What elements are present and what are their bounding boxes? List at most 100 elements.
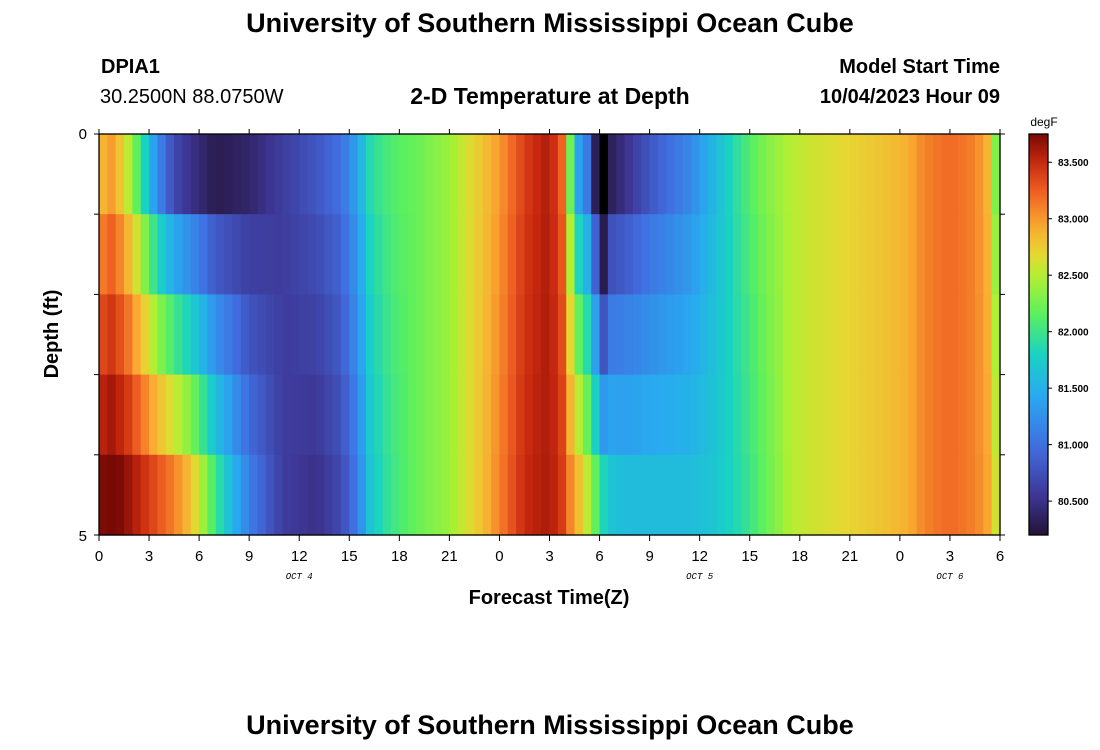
- heatmap-cell: [624, 454, 634, 536]
- heatmap-cell: [382, 214, 392, 295]
- heatmap-cell: [883, 374, 893, 456]
- heatmap-cell: [824, 214, 834, 295]
- colorbar-tick-label: 83.500: [1058, 158, 1089, 169]
- heatmap-cell: [908, 294, 918, 376]
- heatmap-cell: [741, 374, 751, 456]
- heatmap-cell: [324, 134, 334, 215]
- heatmap-cell: [115, 374, 125, 456]
- heatmap-cell: [949, 454, 959, 536]
- heatmap-cell: [958, 214, 968, 295]
- heatmap-cell: [833, 294, 843, 376]
- y-axis-label: Depth (ft): [41, 290, 63, 379]
- heatmap-cell: [607, 134, 617, 215]
- heatmap-cell: [691, 454, 701, 536]
- heatmap-cell: [791, 374, 801, 456]
- heatmap-cell: [541, 374, 551, 456]
- heatmap-cell: [841, 134, 851, 215]
- heatmap-cell: [941, 374, 951, 456]
- heatmap-cell: [449, 294, 459, 376]
- heatmap-cell: [833, 454, 843, 536]
- heatmap-cell: [949, 294, 959, 376]
- heatmap-cell: [774, 214, 784, 295]
- heatmap-cell: [149, 294, 158, 376]
- heatmap-cell: [315, 454, 325, 536]
- heatmap-cell: [282, 294, 292, 376]
- model-start-value: 10/04/2023 Hour 09: [819, 86, 1000, 108]
- heatmap-cell: [190, 294, 200, 376]
- heatmap-cell: [507, 214, 517, 295]
- heatmap-cell: [566, 454, 576, 536]
- heatmap-cell: [966, 374, 976, 456]
- heatmap-cell: [357, 294, 367, 376]
- heatmap-cell: [941, 454, 951, 536]
- heatmap-cell: [424, 214, 434, 295]
- heatmap-cell: [741, 454, 751, 536]
- heatmap-cell: [282, 454, 292, 536]
- colorbar-scale: [1028, 133, 1049, 536]
- heatmap-cell: [140, 134, 150, 215]
- heatmap-cell: [582, 454, 592, 536]
- heatmap-cell: [674, 214, 684, 295]
- heatmap-cell: [966, 454, 976, 536]
- heatmap-cell: [691, 374, 701, 456]
- heatmap-cell: [816, 294, 826, 376]
- heatmap-cell: [207, 454, 217, 536]
- heatmap-cell: [441, 374, 450, 456]
- heatmap-cell: [974, 134, 984, 215]
- heatmap-cell: [274, 454, 284, 536]
- heatmap-cell: [407, 374, 417, 456]
- heatmap-cell: [132, 214, 142, 295]
- heatmap-cell: [140, 214, 150, 295]
- heatmap-cell: [516, 454, 526, 536]
- colorbar-unit: degF: [1030, 115, 1057, 129]
- heatmap-cell: [883, 454, 893, 536]
- heatmap-cell: [958, 454, 968, 536]
- heatmap-cell: [466, 454, 476, 536]
- heatmap-cell: [516, 134, 526, 215]
- heatmap-cell: [240, 454, 250, 536]
- heatmap-cell: [574, 454, 584, 536]
- heatmap-cell: [516, 294, 526, 376]
- heatmap-cell: [157, 134, 167, 215]
- heatmap-cell: [891, 134, 901, 215]
- heatmap-cell: [499, 214, 509, 295]
- heatmap-cell: [674, 374, 684, 456]
- heatmap-cell: [799, 454, 809, 536]
- heatmap-cell: [866, 294, 876, 376]
- heatmap-cell: [249, 374, 259, 456]
- heatmap-cell: [599, 454, 609, 536]
- heatmap-cell: [632, 294, 642, 376]
- heatmap-cell: [958, 374, 968, 456]
- heatmap-cell: [716, 294, 726, 376]
- x-tick-label: 9: [245, 548, 253, 565]
- heatmap-cell: [649, 214, 659, 295]
- heatmap-cell: [274, 214, 284, 295]
- heatmap-cell: [649, 374, 659, 456]
- y-tick-label: 5: [79, 528, 87, 545]
- heatmap-cell: [708, 454, 717, 536]
- heatmap-cell: [933, 214, 943, 295]
- heatmap-cell: [949, 214, 959, 295]
- heatmap-cell: [107, 374, 117, 456]
- heatmap-cell: [224, 294, 234, 376]
- heatmap-cell: [174, 134, 184, 215]
- heatmap-cell: [774, 134, 784, 215]
- day-label: OCT 6: [936, 572, 964, 582]
- heatmap-cell: [949, 134, 959, 215]
- heatmap-cell: [107, 214, 117, 295]
- heatmap-cell: [174, 214, 184, 295]
- heatmap-cell: [491, 374, 501, 456]
- x-tick-label: 9: [645, 548, 653, 565]
- colorbar-tick-label: 82.000: [1058, 328, 1089, 339]
- heatmap-cell: [199, 294, 209, 376]
- heatmap-cell: [374, 294, 384, 376]
- heatmap-cell: [416, 374, 425, 456]
- heatmap-cell: [449, 214, 459, 295]
- heatmap-cell: [315, 134, 325, 215]
- heatmap-cell: [783, 214, 793, 295]
- heatmap-cell: [365, 294, 375, 376]
- heatmap-cell: [507, 454, 517, 536]
- heatmap-cell: [424, 294, 434, 376]
- heatmap-cell: [157, 374, 167, 456]
- heatmap-cell: [691, 294, 701, 376]
